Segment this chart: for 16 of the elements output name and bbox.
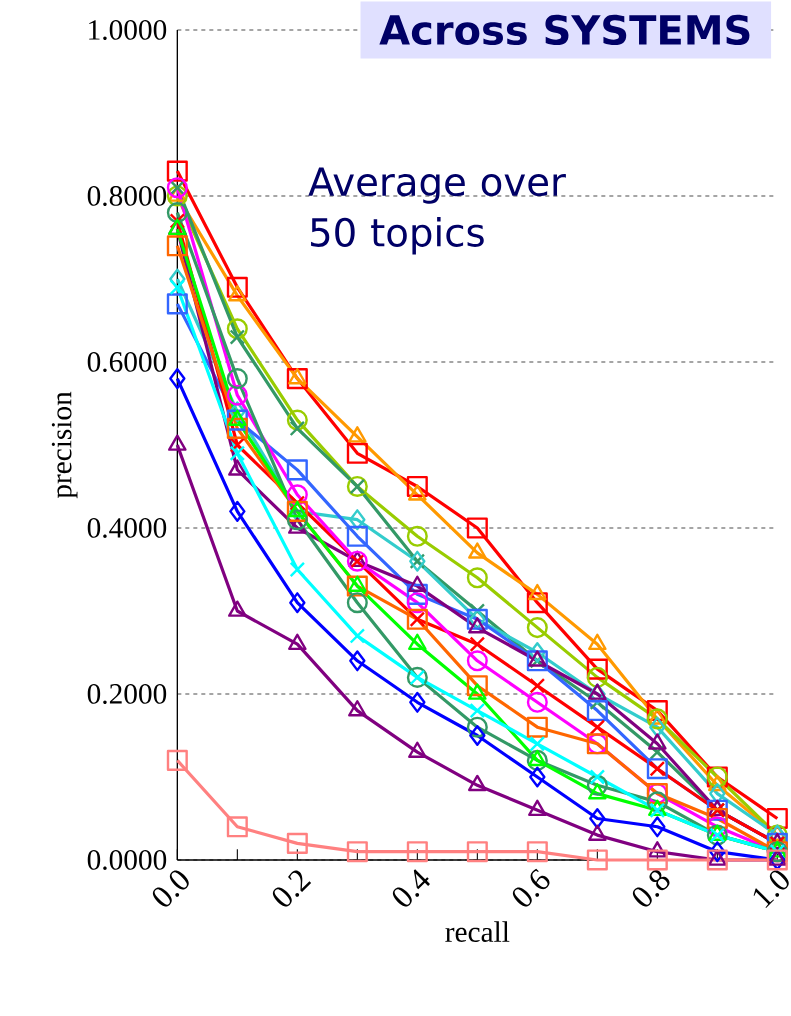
x-tick-label: 0.4 (392, 869, 431, 907)
x-tick-label: 0.0 (152, 870, 189, 907)
x-tick-label: 0.8 (632, 870, 670, 907)
y-tick-label: 0.8000 (87, 186, 167, 206)
y-tick-label: 0.0000 (87, 850, 167, 870)
x-axis-title: recall (445, 921, 510, 942)
x-tick-label: 0.6 (512, 868, 550, 907)
x-tick-label: 1.0 (753, 870, 789, 908)
x-tick-label: 0.2 (272, 870, 312, 907)
annotation: Average over 50 topics (308, 167, 566, 255)
y-axis-title: precision (51, 391, 78, 499)
y-tick-label: 0.6000 (87, 352, 167, 372)
y-tick-label: 1.0000 (89, 20, 167, 40)
y-tick-label: 0.4000 (87, 518, 167, 538)
chart-title: Across SYSTEMS (379, 14, 750, 46)
y-tick-label: 0.2000 (87, 684, 167, 704)
